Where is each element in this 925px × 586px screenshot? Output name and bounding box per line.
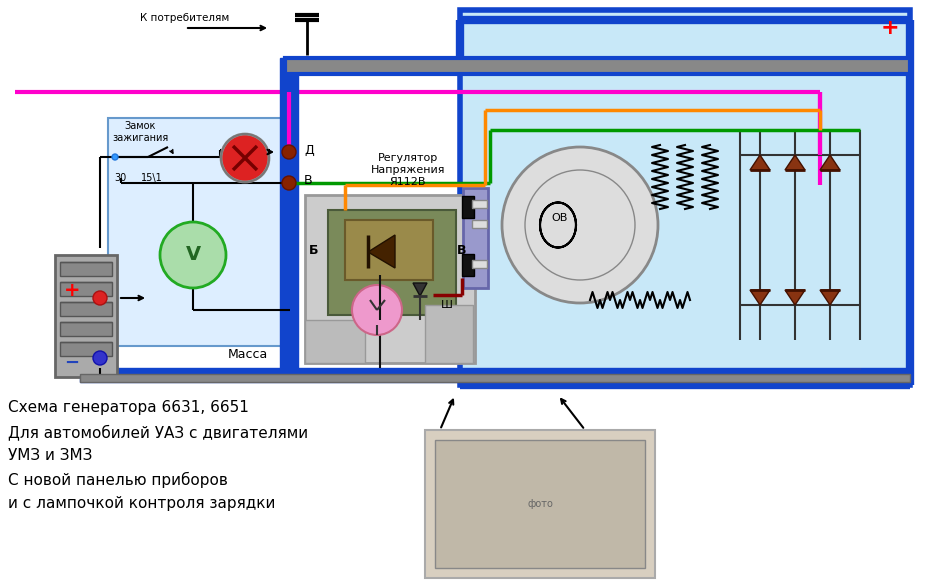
Text: В: В [457,244,467,257]
Bar [60,342,112,356]
Bar [60,322,112,336]
Bar [285,58,910,74]
Bar [108,118,288,346]
Circle shape [282,176,296,190]
Text: +: + [881,18,899,38]
Circle shape [93,291,107,305]
Text: и с лампочкой контроля зарядки: и с лампочкой контроля зарядки [8,496,276,511]
Bar [305,195,475,363]
Bar [280,58,298,376]
Bar [472,200,487,208]
Polygon shape [750,155,770,170]
Text: 15\1: 15\1 [142,173,163,183]
Bar [80,374,910,382]
Polygon shape [785,155,805,170]
Text: 30: 30 [114,173,126,183]
Bar [425,305,473,363]
Text: В: В [304,175,313,188]
Bar [80,368,910,382]
Text: Схема генератора 6631, 6651: Схема генератора 6631, 6651 [8,400,249,415]
Text: V: V [185,246,201,264]
Text: фото: фото [527,499,553,509]
Circle shape [160,222,226,288]
Circle shape [282,145,296,159]
Circle shape [93,351,107,365]
Text: Масса: Масса [228,349,268,362]
Polygon shape [368,235,395,268]
Bar [463,188,488,288]
Bar [328,210,456,315]
Circle shape [502,147,658,303]
Bar [435,440,645,568]
Circle shape [352,285,402,335]
Bar [285,58,910,74]
Bar [55,255,117,377]
Bar [305,320,365,363]
Bar [460,10,910,385]
Text: УМЗ и ЗМЗ: УМЗ и ЗМЗ [8,448,93,463]
Text: Б: Б [309,244,319,257]
Text: Для автомобилей УАЗ с двигателями: Для автомобилей УАЗ с двигателями [8,424,308,440]
Bar [345,220,433,280]
Polygon shape [820,290,840,305]
Polygon shape [785,290,805,305]
Text: Д: Д [304,144,314,156]
Circle shape [221,134,269,182]
Text: Замок
зажигания: Замок зажигания [112,121,168,143]
Bar [425,430,655,578]
Bar [462,196,474,218]
Text: −: − [847,361,862,379]
Text: +: + [64,281,80,299]
Bar [472,220,487,228]
Polygon shape [820,155,840,170]
Bar [60,262,112,276]
Bar [60,282,112,296]
Text: С новой панелью приборов: С новой панелью приборов [8,472,228,488]
Bar [60,302,112,316]
Polygon shape [750,290,770,305]
Text: Регулятор
Напряжения
Я112В: Регулятор Напряжения Я112В [371,154,445,186]
Text: Ш: Ш [441,300,453,310]
Bar [472,260,487,268]
Text: К потребителям: К потребителям [141,13,229,23]
Bar [462,254,474,276]
Text: ОВ: ОВ [552,213,568,223]
Polygon shape [413,283,427,296]
Circle shape [112,154,118,160]
Text: −: − [65,354,80,372]
